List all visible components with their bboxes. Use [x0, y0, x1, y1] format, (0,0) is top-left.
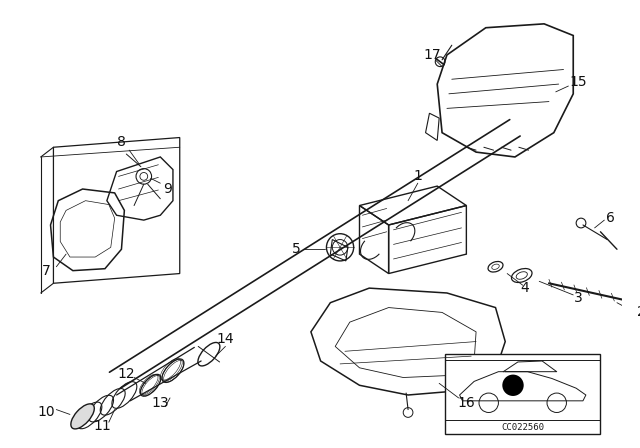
Bar — [445, 354, 600, 434]
Text: 4: 4 — [520, 281, 529, 295]
Text: 2: 2 — [637, 306, 640, 319]
Text: 16: 16 — [458, 396, 476, 410]
Text: 5: 5 — [292, 242, 301, 256]
Text: 14: 14 — [216, 332, 234, 346]
Circle shape — [502, 375, 524, 396]
Text: 15: 15 — [570, 75, 587, 89]
Text: 10: 10 — [38, 405, 56, 419]
Text: 9: 9 — [163, 182, 172, 196]
Text: 6: 6 — [605, 211, 614, 225]
Text: CC022560: CC022560 — [501, 422, 544, 431]
Text: 8: 8 — [117, 135, 126, 149]
Text: 17: 17 — [424, 48, 441, 62]
Ellipse shape — [71, 404, 94, 429]
Text: 11: 11 — [93, 419, 111, 433]
Text: 3: 3 — [573, 291, 582, 305]
Text: 12: 12 — [118, 366, 135, 381]
Text: 1: 1 — [413, 169, 422, 183]
Text: 13: 13 — [152, 396, 169, 410]
Text: 7: 7 — [42, 263, 51, 278]
